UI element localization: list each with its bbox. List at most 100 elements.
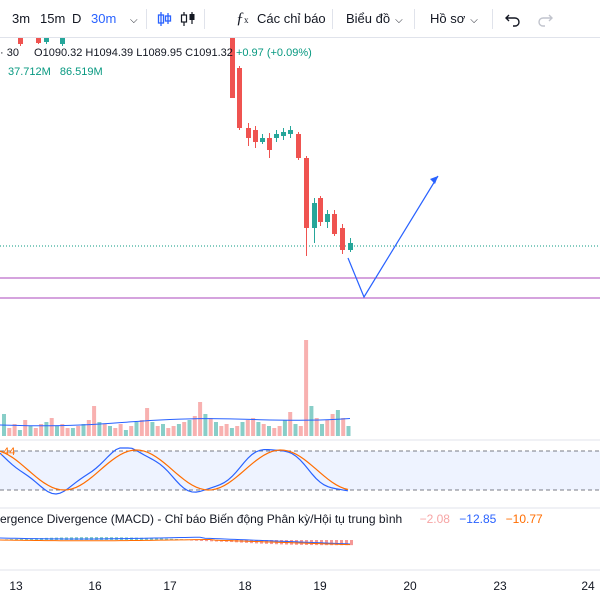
chart-menu-button[interactable]: Biểu đồ ⌵	[346, 0, 403, 38]
macd-title: ergence Divergence (MACD) - Chỉ báo Biến…	[0, 512, 403, 526]
time-axis-label: 16	[88, 579, 102, 593]
redo-icon[interactable]	[535, 9, 555, 29]
volume-legend: 37.712M 86.519M	[8, 66, 109, 78]
interval-fragment: · 30	[0, 47, 19, 59]
top-toolbar: 3m 15m D 30m ⌵ ƒx Các chỉ báo Biểu đồ ⌵ H…	[0, 0, 600, 38]
volume-bar	[145, 408, 150, 436]
candle-body	[312, 203, 317, 228]
volume-bar	[76, 426, 81, 436]
volume-bar	[65, 428, 70, 436]
volume-bar	[86, 420, 91, 436]
toolbar-divider	[332, 9, 333, 29]
candle-body	[288, 130, 293, 134]
volume-bar	[277, 426, 282, 436]
volume-bar	[39, 424, 44, 436]
interval-15m[interactable]: 15m	[40, 11, 66, 26]
macd-histogram-bar	[340, 540, 343, 546]
macd-histogram-bar	[30, 538, 33, 540]
profile-menu-button[interactable]: Hồ sơ ⌵	[430, 0, 478, 38]
macd-line-value: −12.85	[459, 512, 497, 526]
volume-bar	[28, 426, 33, 436]
chart-canvas[interactable]	[0, 38, 600, 576]
candle-body	[237, 68, 242, 128]
candle-body	[274, 134, 279, 138]
volume-bar	[314, 418, 319, 436]
volume-bar	[335, 410, 340, 436]
interval-d[interactable]: D	[72, 11, 82, 26]
candle-body	[296, 134, 301, 158]
price-legend: · 30 O1090.32 H1094.39 L1089.95 C1091.32…	[0, 47, 312, 59]
volume-bar	[219, 426, 224, 436]
volume-ma-line	[0, 418, 351, 427]
chart-menu-label: Biểu đồ	[346, 11, 391, 26]
chevron-down-icon: ⌵	[395, 15, 403, 26]
volume-bar	[81, 424, 86, 436]
volume-bar	[171, 426, 176, 436]
volume-bar	[304, 340, 309, 436]
volume-bar	[341, 418, 346, 436]
candle-body	[281, 132, 286, 136]
volume-bar	[155, 426, 160, 436]
volume-bar	[182, 422, 187, 436]
volume-bar	[214, 422, 218, 436]
volume-bar	[282, 420, 287, 436]
volume-bar	[293, 424, 298, 436]
volume-series	[2, 340, 351, 436]
interval-30m[interactable]: 30m	[91, 11, 117, 26]
macd-histogram-bar	[20, 538, 23, 540]
macd-histogram-bar	[145, 537, 148, 540]
oscillator-k-line	[0, 447, 349, 495]
volume-bar	[134, 422, 139, 436]
indicators-button[interactable]: Các chỉ báo	[257, 11, 326, 26]
volume-bar	[70, 428, 75, 436]
volume-bar	[256, 422, 261, 436]
macd-histogram-bar	[25, 538, 28, 540]
candle-body	[44, 38, 49, 42]
volume-bar	[251, 418, 256, 436]
undo-icon[interactable]	[503, 9, 523, 29]
candle-body	[267, 138, 272, 150]
projection-path[interactable]	[347, 175, 439, 299]
volume-bar	[23, 420, 28, 436]
macd-histogram-bar	[335, 540, 338, 546]
candle-body	[253, 130, 258, 142]
volume-bar	[288, 412, 293, 436]
toolbar-divider	[492, 9, 493, 29]
macd-histogram-bar	[170, 538, 173, 540]
volume-bar	[192, 416, 197, 436]
bar-style-icon[interactable]	[154, 9, 174, 29]
time-axis[interactable]: 13 16 17 18 19 20 23 24	[0, 576, 600, 600]
volume-bar	[267, 426, 271, 436]
chevron-down-icon: ⌵	[130, 15, 138, 26]
volume-bar	[12, 424, 17, 436]
legend-low: L1089.95	[136, 47, 183, 59]
volume-bar	[17, 430, 22, 436]
volume-bar	[272, 428, 277, 436]
macd-signal-line	[0, 538, 351, 546]
time-axis-label: 13	[9, 579, 23, 593]
macd-histogram-bar	[140, 537, 143, 540]
fx-indicator-icon[interactable]: ƒx	[236, 10, 249, 27]
volume-bar	[298, 426, 303, 436]
interval-3m[interactable]: 3m	[12, 11, 31, 26]
macd-histogram-bar	[150, 538, 153, 540]
volume-bar	[203, 414, 208, 436]
volume-value-a: 37.712M	[8, 66, 51, 78]
volume-bar	[7, 428, 12, 436]
candle-style-icon[interactable]	[178, 9, 198, 29]
macd-histogram-bar	[205, 540, 208, 542]
volume-value-b: 86.519M	[59, 66, 103, 78]
time-axis-label: 20	[403, 579, 417, 593]
macd-line	[0, 536, 351, 545]
macd-signal-value: −10.77	[505, 512, 543, 526]
macd-histogram-bar	[15, 538, 18, 540]
candle-body	[18, 38, 23, 44]
time-axis-label: 23	[493, 579, 507, 593]
volume-bar	[129, 426, 134, 436]
candle-body	[230, 38, 235, 98]
toolbar-divider	[414, 9, 415, 29]
interval-dropdown-button[interactable]: ⌵	[125, 0, 138, 38]
volume-bar	[176, 424, 181, 436]
time-axis-label: 18	[238, 579, 252, 593]
macd-histogram-bar	[350, 540, 353, 546]
